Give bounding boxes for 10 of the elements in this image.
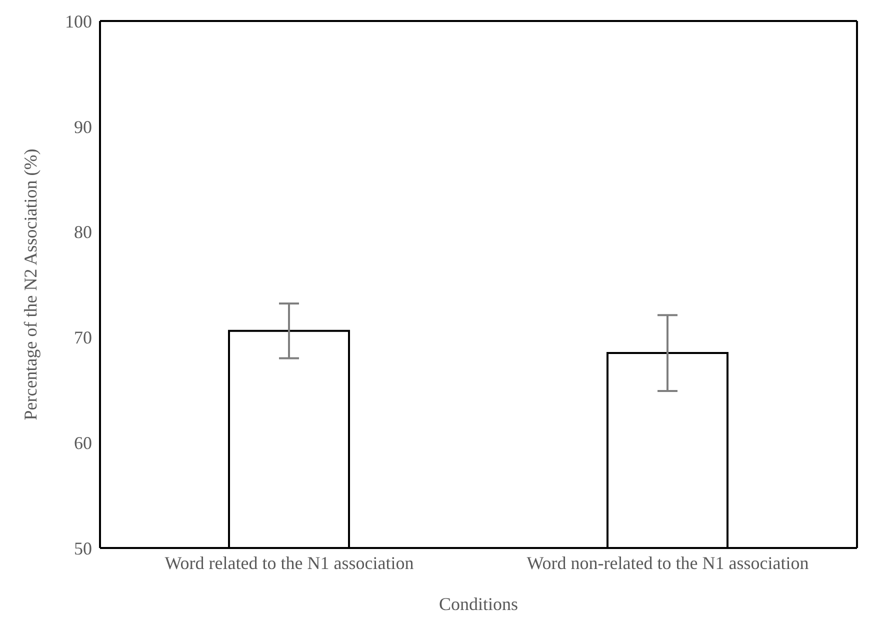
y-tick-label: 50 <box>74 538 92 558</box>
y-axis-title: Percentage of the N2 Association (%) <box>20 148 40 420</box>
x-tick-label: Word related to the N1 association <box>164 552 414 573</box>
y-tick-label: 70 <box>74 328 92 348</box>
y-tick-label: 90 <box>74 116 92 137</box>
y-tick-label: 100 <box>65 11 92 32</box>
y-tick-label: 80 <box>74 222 92 242</box>
x-tick-label: Word non-related to the N1 association <box>526 552 809 573</box>
y-tick-label: 60 <box>74 432 92 453</box>
x-axis-title: Conditions <box>438 594 518 614</box>
